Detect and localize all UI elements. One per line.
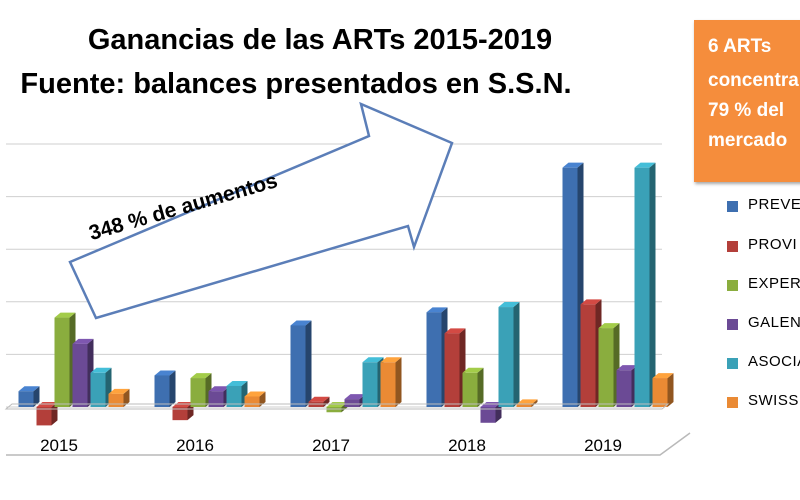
callout-line-4: mercado (708, 130, 788, 151)
arrow-shape (68, 101, 454, 320)
x-tick-label: 2015 (40, 436, 78, 455)
bar-expert-2016 (190, 373, 212, 407)
legend-swatch (727, 397, 738, 408)
bar-swiss-2016 (244, 391, 266, 407)
bar-galen-2017 (344, 394, 366, 407)
chart-title-line-2: Fuente: balances presentados en S.S.N. (20, 68, 572, 100)
bar-expert-2019 (598, 323, 620, 407)
bar-provi-2018 (444, 328, 466, 407)
bar-preve-2017 (290, 320, 312, 407)
legend-swatch (727, 241, 738, 252)
legend-label: PREVE (748, 196, 800, 213)
bar-expert-2015 (54, 312, 76, 407)
bar-asocia-2016 (226, 380, 248, 407)
callout-line-3: 79 % del (708, 100, 785, 121)
legend-label: EXPERT (748, 275, 800, 292)
chart-title-line-1: Ganancias de las ARTs 2015-2019 (87, 24, 553, 56)
bar-swiss-2018 (516, 399, 538, 407)
floor-plane (4, 403, 670, 410)
legend-swatch (727, 201, 738, 212)
legend-label: PROVI (748, 236, 798, 253)
bar-galen-2015 (72, 338, 94, 407)
plot-bottom-edge (6, 432, 691, 456)
bar-asocia-2017 (362, 357, 384, 407)
bar-provi-2015 (36, 402, 58, 426)
x-tick-label: 2019 (584, 436, 622, 455)
bar-provi-2016 (172, 402, 194, 421)
callout-line-1: 6 ARTs (708, 36, 772, 57)
bar-preve-2018 (426, 307, 448, 407)
x-tick-label: 2018 (448, 436, 486, 455)
bar-expert-2018 (462, 367, 484, 407)
legend-label: ASOCIA (748, 353, 800, 370)
x-tick-labels: 2015 2016 2017 2018 2019 (40, 436, 622, 455)
legend-label: GALEN (748, 314, 800, 331)
bar-asocia-2019 (634, 162, 656, 407)
callout-line-2: concentra (708, 70, 799, 91)
legend-swatch (727, 319, 738, 330)
x-tick-label: 2017 (312, 436, 350, 455)
x-tick-label: 2016 (176, 436, 214, 455)
bar-provi-2017 (308, 396, 330, 407)
bars (18, 162, 674, 426)
bar-preve-2019 (562, 162, 584, 407)
trend-arrow (68, 101, 454, 320)
bar-asocia-2018 (498, 302, 520, 407)
bar-asocia-2015 (90, 367, 112, 407)
bar-swiss-2017 (380, 357, 402, 407)
bar-swiss-2019 (652, 373, 674, 407)
bar-galen-2019 (616, 365, 638, 407)
market-share-callout: 6 ARTs concentra 79 % del mercado (694, 20, 800, 182)
legend-swatch (727, 358, 738, 369)
chart-floor (4, 403, 691, 456)
bar-preve-2015 (18, 386, 40, 407)
legend-label: SWISS (748, 392, 799, 409)
bar-preve-2016 (154, 370, 176, 407)
bar-galen-2018 (480, 402, 502, 423)
legend-swatch (727, 280, 738, 291)
bar-provi-2019 (580, 299, 602, 407)
